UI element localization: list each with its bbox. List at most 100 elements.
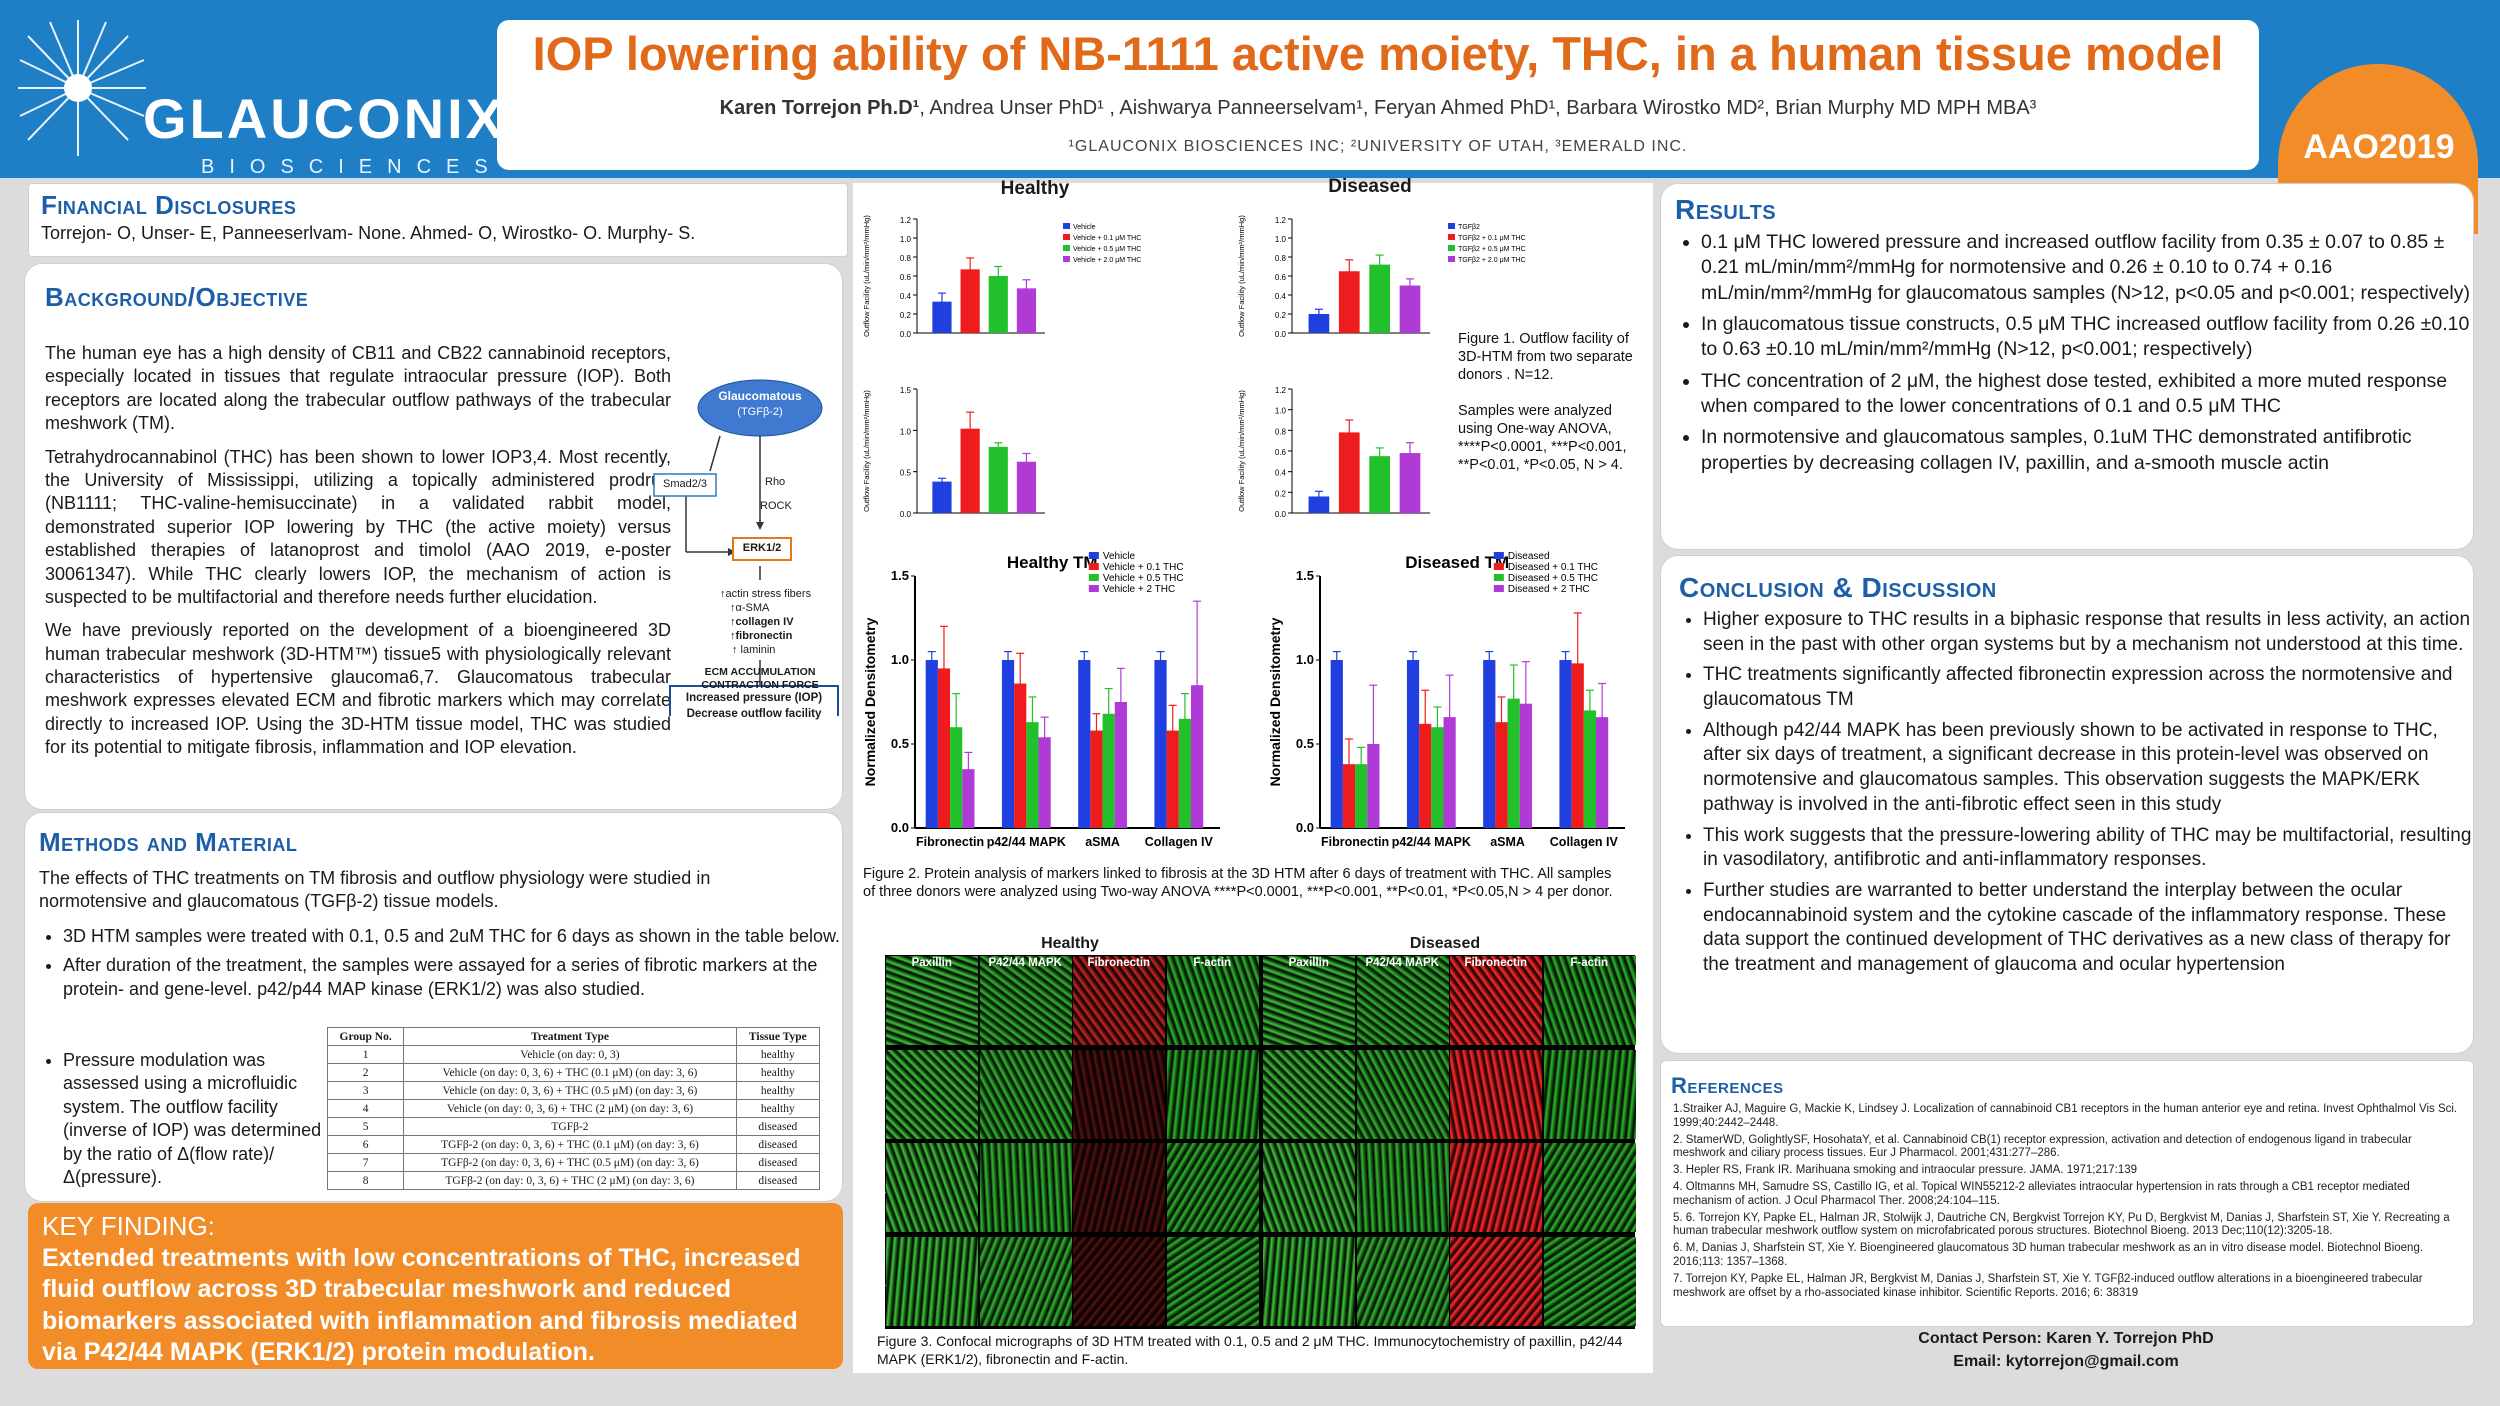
background-text: The human eye has a high density of CB11… <box>45 342 671 760</box>
micrograph-cell <box>979 956 1072 1045</box>
table-cell: TGFβ-2 (on day: 0, 3, 6) + THC (0.1 μM) … <box>403 1135 737 1154</box>
x-tick-label: Fibronectin <box>916 835 984 849</box>
results-bullet-4: In normotensive and glaucomatous samples… <box>1701 425 2476 476</box>
pathway-diagram: Glaucomatous (TGFβ-2) Smad2/3 Rho ROCK E… <box>650 376 840 720</box>
results-bullet-3: THC concentration of 2 μM, the highest d… <box>1701 369 2476 420</box>
micrograph-cell <box>1543 1143 1636 1232</box>
key-finding-title: KEY FINDING: <box>42 1211 215 1241</box>
bar <box>1559 660 1572 828</box>
methods-bullets: 3D HTM samples were treated with 0.1, 0.… <box>39 925 843 1007</box>
table-row: 4 Vehicle (on day: 0, 3, 6) + THC (2 μM) … <box>326 1099 821 1118</box>
y-tick-label: 1.2 <box>1275 386 1287 395</box>
micrograph-cell <box>886 956 978 1045</box>
reference-item: 4. Oltmanns MH, Samudre SS, Castillo IG,… <box>1673 1180 2410 1207</box>
bar <box>960 269 980 333</box>
table-cell: 2 <box>326 1063 405 1082</box>
y-tick-label: 1.0 <box>1275 407 1287 416</box>
micrograph-cell <box>1450 1049 1542 1139</box>
methods-bullet-3-list: Pressure modulation was assessed using a… <box>39 1049 343 1195</box>
bar <box>1519 703 1532 828</box>
table-row: 6 TGFβ-2 (on day: 0, 3, 6) + THC (0.1 μM)… <box>326 1135 821 1154</box>
y-tick-label: 0.4 <box>1275 292 1287 301</box>
methods-bullet-2: After duration of the treatment, the sam… <box>63 954 843 1001</box>
micrograph-cell <box>1356 1236 1449 1326</box>
conclusion-panel: Conclusion & Discussion Higher exposure … <box>1660 555 2474 1054</box>
y-tick-label: 1.0 <box>891 652 909 667</box>
table-row: 5 TGFβ-2 diseased <box>326 1117 821 1136</box>
conference-badge-label: AAO2019 <box>2303 128 2455 166</box>
results-bullets: 0.1 μM THC lowered pressure and increase… <box>1677 230 2476 482</box>
table-row: 1 Vehicle (on day: 0, 3) healthy <box>326 1045 821 1064</box>
fig3-column-label: Fibronectin <box>1087 957 1151 969</box>
legend-label: Diseased <box>1508 551 1550 562</box>
disclosures-title: Financial Disclosures <box>41 190 297 220</box>
legend-swatch <box>1448 245 1455 251</box>
methods-panel: Methods and Material The effects of THC … <box>24 812 843 1202</box>
tgfb2-label: (TGFβ-2) <box>737 406 783 418</box>
micrograph-cell <box>1356 1049 1449 1139</box>
legend-label: TGFβ2 + 0.1 μM THC <box>1458 235 1526 242</box>
fig3-healthy-title: Healthy <box>1041 935 1099 952</box>
legend-swatch <box>1088 552 1099 559</box>
results-panel: Results 0.1 μM THC lowered pressure and … <box>1660 183 2474 550</box>
y-tick-label: 1.0 <box>900 235 912 244</box>
conclusion-bullet-3: Although p42/44 MAPK has been previously… <box>1703 719 2473 818</box>
micrograph-cell <box>1073 1236 1165 1326</box>
bar <box>1583 710 1597 828</box>
y-tick-label: 0.0 <box>900 330 912 339</box>
diagram-collagen: ↑collagen IV <box>730 616 794 628</box>
table-cell: 4 <box>326 1099 405 1118</box>
starburst-logo-icon <box>18 20 146 156</box>
bar <box>925 660 938 828</box>
bar <box>1431 727 1444 828</box>
table-cell: TGFβ-2 (on day: 0, 3, 6) + THC (0.5 μM) … <box>403 1153 737 1172</box>
legend-swatch <box>1063 256 1070 262</box>
fig3-column-label: F-actin <box>1570 957 1609 969</box>
y-tick-label: 1.0 <box>1296 652 1314 667</box>
table-cell: 7 <box>326 1153 405 1172</box>
table-header-row: Group No. Treatment Type Tissue Type <box>326 1027 821 1046</box>
bar <box>960 428 980 513</box>
table-cell: 1 <box>326 1045 405 1064</box>
contact-person: Contact Person: Karen Y. Torrejon PhD <box>1918 1330 2214 1347</box>
fig1-diseased-title: Diseased <box>1328 176 1412 197</box>
glauconix-logo: GLAUCONIX BIOSCIENCES <box>18 16 503 178</box>
erk-label: ERK1/2 <box>742 542 782 554</box>
author-list: Karen Torrejon Ph.D¹, Andrea Unser PhD¹ … <box>497 97 2259 120</box>
y-tick-label: 0.2 <box>1275 311 1287 320</box>
bar <box>1038 737 1051 828</box>
fig3-column-label: Paxillin <box>1288 957 1329 969</box>
legend-label: TGFβ2 + 2.0 μM THC <box>1458 257 1526 264</box>
y-tick-label: 0.6 <box>1275 273 1287 282</box>
diagram-ecm1: ECM ACCUMULATION <box>704 666 816 678</box>
y-tick-label: 0.0 <box>1275 330 1287 339</box>
conclusion-title: Conclusion & Discussion <box>1679 572 1997 603</box>
financial-disclosures-panel: Financial Disclosures Torrejon- O, Unser… <box>28 183 848 257</box>
y-tick-label: 0.4 <box>1275 469 1287 478</box>
table-cell: healthy <box>735 1081 821 1100</box>
bar <box>1308 496 1330 513</box>
legend-label: Vehicle + 2 THC <box>1103 584 1175 595</box>
background-title: Background/Objective <box>45 282 309 312</box>
y-tick-label: 0.2 <box>900 311 912 320</box>
y-tick-label: 0.6 <box>900 273 912 282</box>
chart-title: Healthy TM <box>1007 553 1098 572</box>
micrograph-cell <box>1450 1236 1542 1326</box>
table-cell: 5 <box>326 1117 405 1136</box>
methods-bullet-1: 3D HTM samples were treated with 0.1, 0.… <box>63 925 843 948</box>
bar <box>962 769 975 828</box>
key-finding-text: Extended treatments with low concentrati… <box>42 1244 801 1366</box>
fig1-stats-caption: Samples were analyzed using One-way ANOV… <box>1458 403 1627 474</box>
bar <box>950 727 963 828</box>
bar <box>1330 660 1343 828</box>
legend-swatch <box>1493 563 1504 570</box>
bar <box>1571 663 1584 828</box>
smad-label: Smad2/3 <box>662 478 708 490</box>
legend-swatch <box>1063 223 1070 229</box>
rock-label: ROCK <box>760 500 792 512</box>
lead-author: Karen Torrejon Ph.D¹ <box>719 97 920 119</box>
fig3-row-label: + 0.1 μM THC <box>874 1058 886 1128</box>
y-tick-label: 1.5 <box>900 386 912 395</box>
legend-label: Vehicle + 0.5 THC <box>1103 573 1184 584</box>
y-tick-label: 0.8 <box>900 254 912 263</box>
